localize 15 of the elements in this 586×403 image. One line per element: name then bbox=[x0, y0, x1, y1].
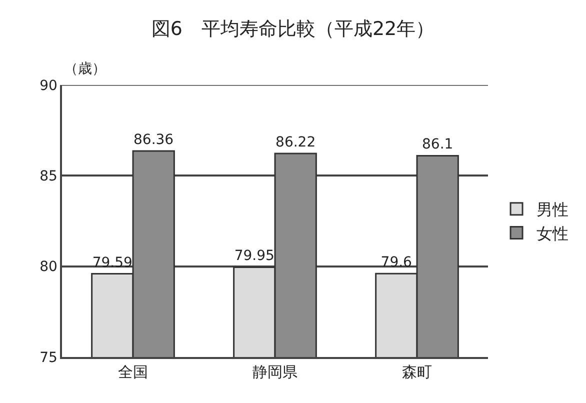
y-tick-label: 85 bbox=[40, 168, 58, 185]
y-tick-label: 75 bbox=[40, 350, 58, 366]
x-tick-label: 森町 bbox=[402, 362, 432, 381]
y-axis-title: （歳） bbox=[64, 61, 106, 77]
legend-label: 男性 bbox=[536, 200, 569, 220]
x-tick-label: 全国 bbox=[118, 362, 148, 381]
legend-label: 女性 bbox=[536, 224, 569, 243]
data-label: 86.36 bbox=[134, 132, 174, 148]
y-tick-label: 90 bbox=[40, 78, 58, 94]
y-tick-label: 80 bbox=[40, 259, 58, 276]
data-label: 86.22 bbox=[276, 134, 316, 151]
data-label: 79.95 bbox=[234, 248, 274, 264]
chart-title: 図6 平均寿命比較（平成22年） bbox=[151, 18, 435, 40]
data-label: 86.1 bbox=[422, 136, 454, 153]
x-tick-label: 静岡県 bbox=[252, 362, 298, 381]
